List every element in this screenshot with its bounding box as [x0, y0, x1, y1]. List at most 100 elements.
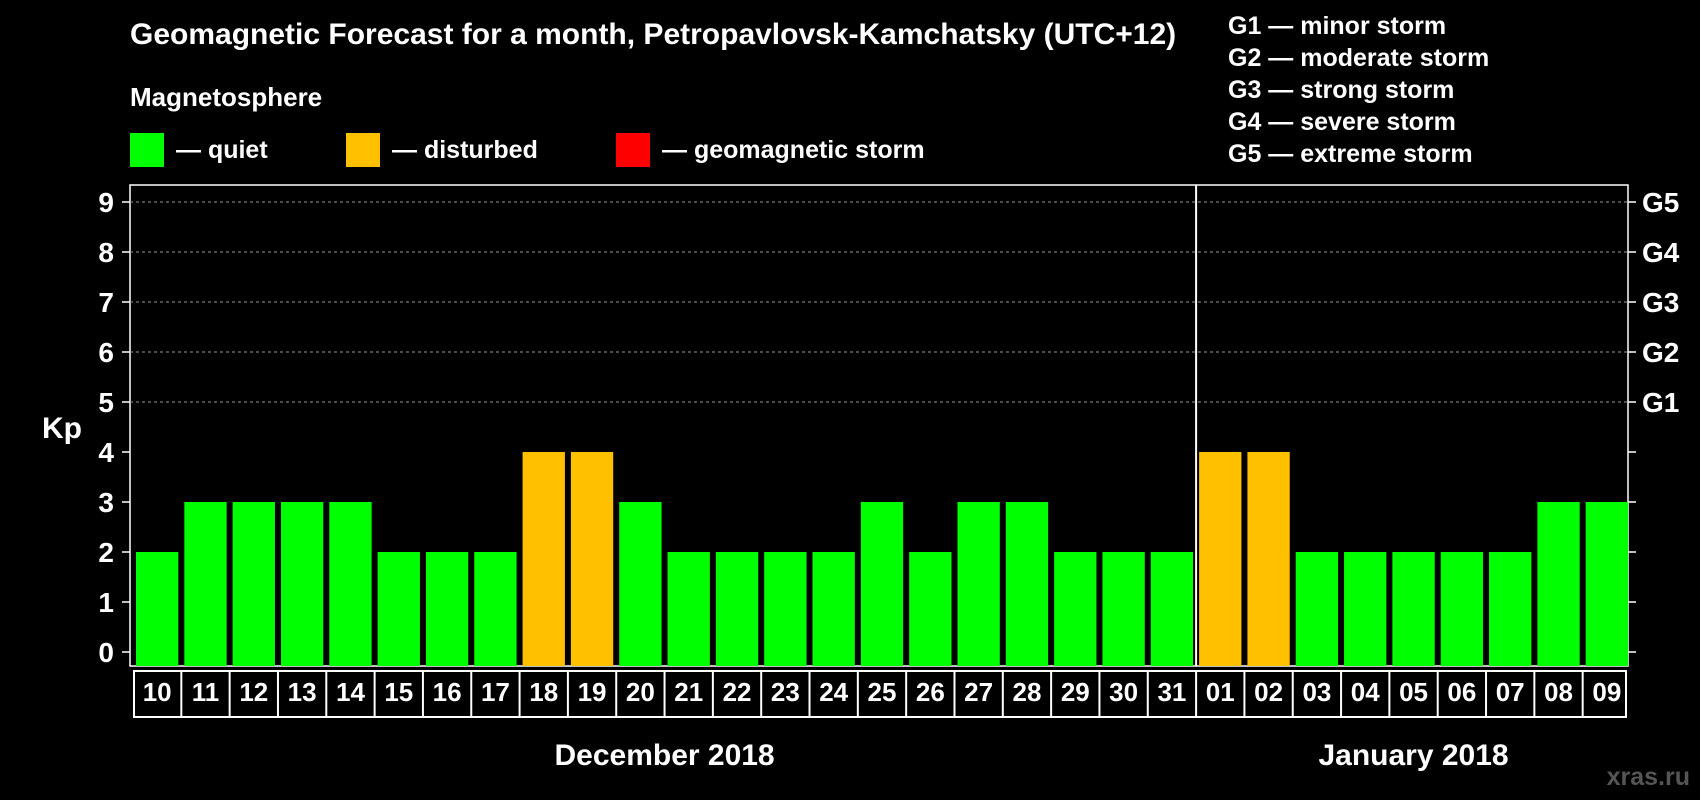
day-label: 12 — [239, 677, 268, 707]
y-tick-label: 5 — [98, 387, 114, 418]
y-tick-label: 6 — [98, 337, 114, 368]
bar-18 — [522, 452, 565, 666]
y-tick-label: 3 — [98, 487, 114, 518]
bar-19 — [570, 452, 614, 666]
disturbed-swatch — [346, 133, 380, 167]
y-tick-label: 7 — [98, 287, 114, 318]
day-label: 10 — [143, 677, 172, 707]
bar-26 — [909, 552, 952, 666]
y-tick-label: 2 — [98, 537, 114, 568]
day-label: 01 — [1206, 677, 1235, 707]
legend-disturbed-label: — disturbed — [392, 135, 538, 164]
bar-27 — [957, 502, 1000, 666]
day-label: 25 — [868, 677, 897, 707]
day-label: 16 — [433, 677, 462, 707]
day-label: 04 — [1351, 677, 1380, 707]
month-label: January 2018 — [1318, 739, 1508, 772]
bar-25 — [860, 502, 904, 666]
day-label: 14 — [336, 677, 365, 707]
day-label: 27 — [964, 677, 993, 707]
day-label: 23 — [771, 677, 800, 707]
storm-scale-g2: G2 — moderate storm — [1228, 44, 1490, 72]
bar-16 — [425, 552, 469, 666]
bar-14 — [329, 502, 372, 666]
y-tick-label: 4 — [98, 437, 114, 468]
storm-scale-g3: G3 — strong storm — [1228, 76, 1455, 104]
bar-10 — [136, 552, 179, 666]
bar-09 — [1585, 502, 1628, 666]
y-tick-label: 1 — [98, 587, 114, 618]
bar-07 — [1489, 552, 1532, 666]
bar-12 — [232, 502, 275, 666]
legend-storm: — geomagnetic storm — [616, 133, 925, 167]
g-level-label: G3 — [1642, 287, 1679, 318]
day-label: 22 — [723, 677, 752, 707]
bar-29 — [1054, 552, 1097, 666]
bar-20 — [619, 502, 662, 666]
bar-31 — [1150, 552, 1194, 666]
g-level-label: G1 — [1642, 387, 1679, 418]
storm-scale-legend: G1 — minor storm G2 — moderate storm G3 … — [1228, 10, 1489, 170]
storm-scale-g5: G5 — extreme storm — [1228, 140, 1473, 168]
legend-disturbed: — disturbed — [346, 133, 538, 167]
bar-30 — [1102, 552, 1145, 666]
day-label: 21 — [674, 677, 703, 707]
bar-11 — [184, 502, 227, 666]
bar-02 — [1247, 452, 1290, 666]
bar-22 — [715, 552, 759, 666]
g-level-label: G2 — [1642, 337, 1679, 368]
day-label: 08 — [1544, 677, 1573, 707]
day-label: 28 — [1013, 677, 1042, 707]
storm-scale-g4: G4 — severe storm — [1228, 108, 1456, 136]
y-tick-label: 0 — [98, 637, 114, 668]
day-label: 18 — [529, 677, 558, 707]
legend-storm-label: — geomagnetic storm — [662, 135, 925, 164]
storm-scale-g1: G1 — minor storm — [1228, 12, 1447, 40]
bar-28 — [1005, 502, 1049, 666]
legend-quiet: — quiet — [130, 133, 268, 167]
y-axis-label: Kp — [42, 412, 82, 445]
day-label: 20 — [626, 677, 655, 707]
day-label: 26 — [916, 677, 945, 707]
storm-swatch — [616, 133, 650, 167]
day-label: 15 — [384, 677, 413, 707]
day-label: 06 — [1447, 677, 1476, 707]
day-label: 09 — [1592, 677, 1621, 707]
day-label: 02 — [1254, 677, 1283, 707]
day-label: 31 — [1157, 677, 1186, 707]
quiet-swatch — [130, 133, 164, 167]
g-level-label: G5 — [1642, 187, 1679, 218]
day-label: 24 — [819, 677, 848, 707]
day-label: 29 — [1061, 677, 1090, 707]
legend-quiet-label: — quiet — [176, 135, 268, 164]
day-label: 30 — [1109, 677, 1138, 707]
bar-03 — [1295, 552, 1339, 666]
y-tick-label: 9 — [98, 187, 114, 218]
day-label: 11 — [192, 677, 220, 707]
bar-15 — [377, 552, 420, 666]
bar-21 — [667, 552, 710, 666]
bar-05 — [1392, 552, 1435, 666]
magnetosphere-heading: Magnetosphere — [130, 82, 323, 112]
bar-13 — [280, 502, 324, 666]
day-label: 05 — [1399, 677, 1428, 707]
bar-24 — [812, 552, 855, 666]
bar-17 — [474, 552, 517, 666]
g-level-label: G4 — [1642, 237, 1680, 268]
bar-01 — [1199, 452, 1242, 666]
day-axis-box — [133, 670, 1627, 718]
bar-06 — [1440, 552, 1484, 666]
watermark: xras.ru — [1606, 763, 1690, 791]
y-tick-label: 8 — [98, 237, 114, 268]
bar-08 — [1537, 502, 1580, 666]
bar-04 — [1344, 552, 1387, 666]
day-label: 13 — [288, 677, 317, 707]
day-label: 07 — [1496, 677, 1525, 707]
chart-title: Geomagnetic Forecast for a month, Petrop… — [130, 18, 1177, 51]
day-label: 17 — [481, 677, 510, 707]
month-label: December 2018 — [554, 739, 774, 772]
day-label: 03 — [1302, 677, 1331, 707]
day-label: 19 — [578, 677, 607, 707]
bar-23 — [764, 552, 807, 666]
